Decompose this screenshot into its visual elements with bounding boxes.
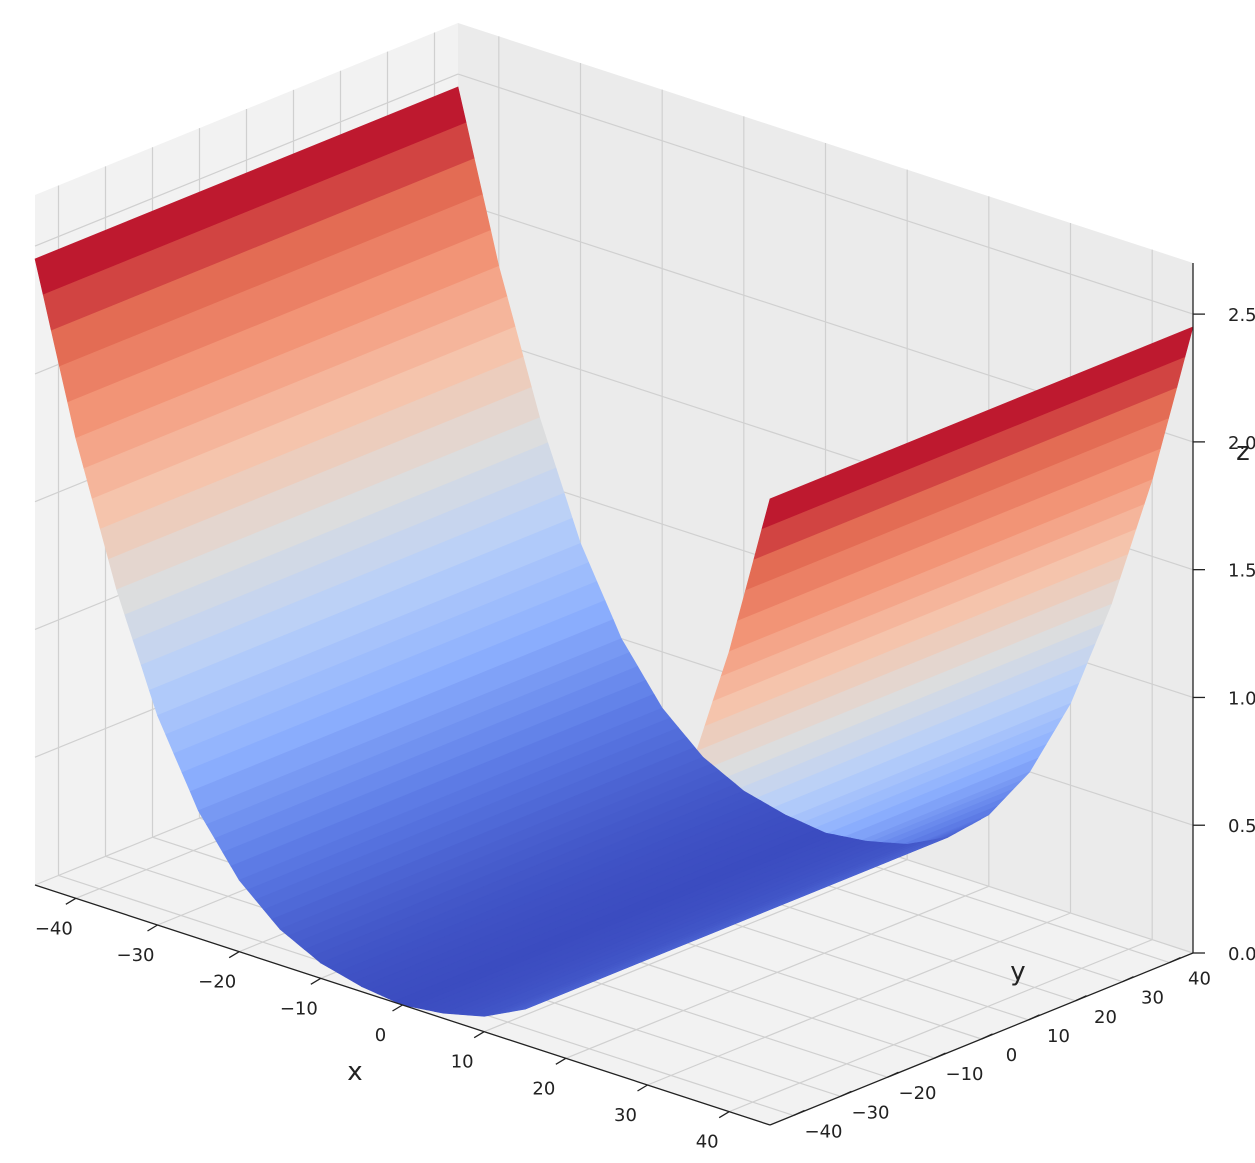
y-tick-label: −30	[852, 1102, 890, 1123]
grid-line-z	[457, 73, 1194, 315]
x-tick	[228, 951, 240, 959]
x-tick-label: −10	[280, 998, 318, 1019]
x-tick	[718, 1111, 730, 1119]
y-tick	[887, 1071, 899, 1078]
surface	[34, 86, 1194, 1017]
y-tick	[1122, 976, 1134, 983]
x-axis-label: x	[347, 1057, 362, 1087]
z-tick-label: 0.0	[1228, 944, 1255, 965]
x-tick-label: 20	[532, 1078, 555, 1099]
z-tick-label: 2.0	[1228, 433, 1255, 454]
x-tick	[310, 977, 322, 985]
y-tick-label: −20	[899, 1083, 937, 1104]
z-tick-label: 1.0	[1228, 688, 1255, 709]
x-tick	[147, 924, 158, 932]
x-tick-label: −30	[117, 945, 155, 966]
y-tick-label: 20	[1094, 1007, 1117, 1028]
x-tick-label: 40	[696, 1132, 719, 1153]
z-tick-label: 2.5	[1228, 305, 1255, 326]
x-tick-label: 0	[375, 1025, 386, 1046]
y-tick-label: 40	[1188, 969, 1211, 990]
x-tick	[555, 1057, 567, 1065]
y-tick	[981, 1033, 993, 1040]
x-tick-label: 30	[614, 1105, 637, 1126]
y-tick	[840, 1090, 852, 1097]
y-tick-label: −10	[946, 1064, 984, 1085]
z-tick-label: 0.5	[1228, 816, 1255, 837]
x-tick	[392, 1004, 403, 1012]
y-tick	[793, 1109, 805, 1117]
y-tick-label: −40	[805, 1121, 843, 1142]
x-tick-label: 10	[451, 1052, 474, 1073]
y-tick	[1075, 995, 1087, 1002]
y-tick-label: 0	[1006, 1045, 1017, 1066]
x-tick	[637, 1084, 648, 1092]
x-tick-label: −20	[198, 972, 236, 993]
x-tick	[65, 897, 77, 905]
grid-line-z	[34, 73, 459, 247]
y-tick-label: 30	[1141, 988, 1164, 1009]
x-tick-label: −40	[35, 918, 73, 939]
y-tick	[1028, 1014, 1040, 1021]
y-tick	[1169, 956, 1181, 964]
y-tick	[934, 1052, 946, 1059]
axes: −40 −30 −20 −10 0 10 20 30 40 −40 −30 −20 −10 0 10 20 30…	[34, 263, 1255, 1153]
x-tick	[473, 1031, 485, 1039]
y-tick-label: 10	[1047, 1026, 1070, 1047]
z-tick-label: 1.5	[1228, 561, 1255, 582]
y-axis-label: y	[1010, 957, 1025, 987]
z-axis-label: z	[1236, 437, 1250, 467]
